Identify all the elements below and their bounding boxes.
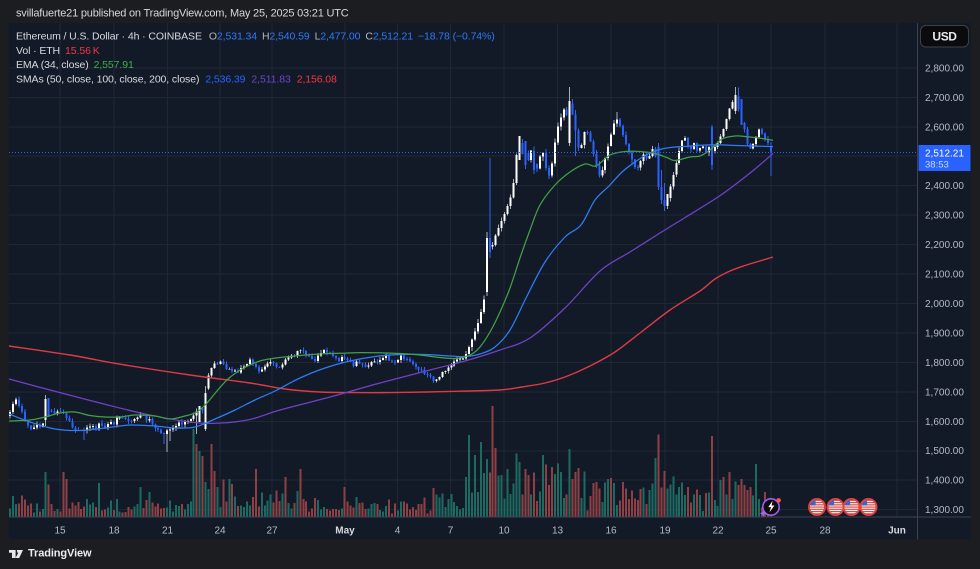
svg-text:1,700.00: 1,700.00 [925, 387, 964, 398]
svg-text:2,512.21: 2,512.21 [925, 149, 964, 160]
svg-text:38:53: 38:53 [925, 160, 949, 171]
svg-text:4: 4 [395, 526, 401, 537]
svg-text:2,100.00: 2,100.00 [925, 270, 964, 281]
svg-text:15: 15 [54, 526, 66, 537]
svg-text:2,400.00: 2,400.00 [925, 181, 964, 192]
svg-text:1,800.00: 1,800.00 [925, 358, 964, 369]
svg-text:May: May [335, 526, 355, 537]
svg-text:USD: USD [932, 30, 957, 44]
svg-text:27: 27 [266, 526, 278, 537]
svg-text:1,500.00: 1,500.00 [925, 446, 964, 457]
svg-text:2,700.00: 2,700.00 [925, 93, 964, 104]
svg-text:10: 10 [498, 526, 510, 537]
svg-text:1,300.00: 1,300.00 [925, 505, 964, 516]
svg-text:Jun: Jun [888, 526, 906, 537]
svg-text:1,900.00: 1,900.00 [925, 329, 964, 340]
svg-text:SMAs (50, close, 100, close, 2: SMAs (50, close, 100, close, 200, close)… [16, 74, 337, 86]
svg-text:Ethereum / U.S. Dollar · 4h ·: Ethereum / U.S. Dollar · 4h · COINBASE O2… [16, 31, 495, 43]
svg-text:13: 13 [552, 526, 564, 537]
svg-text:7: 7 [448, 526, 454, 537]
svg-text:2,800.00: 2,800.00 [925, 63, 964, 74]
svg-text:2,200.00: 2,200.00 [925, 240, 964, 251]
svg-text:16: 16 [605, 526, 617, 537]
svg-text:2,600.00: 2,600.00 [925, 122, 964, 133]
svg-text:22: 22 [712, 526, 724, 537]
svg-text:EMA (34, close)2,557.91: EMA (34, close) 2,557.91 [16, 59, 134, 71]
svg-text:25: 25 [765, 526, 777, 537]
svg-text:1,600.00: 1,600.00 [925, 417, 964, 428]
svg-text:1,400.00: 1,400.00 [925, 476, 964, 487]
svg-text:18: 18 [108, 526, 120, 537]
svg-text:19: 19 [659, 526, 671, 537]
svg-text:2,000.00: 2,000.00 [925, 299, 964, 310]
svg-text:svillafuerte21 published on Tr: svillafuerte21 published on TradingView.… [16, 8, 349, 20]
svg-text:24: 24 [214, 526, 226, 537]
svg-text:21: 21 [162, 526, 174, 537]
svg-text:28: 28 [819, 526, 831, 537]
svg-text:TradingView: TradingView [28, 548, 92, 560]
svg-text:2,300.00: 2,300.00 [925, 211, 964, 222]
